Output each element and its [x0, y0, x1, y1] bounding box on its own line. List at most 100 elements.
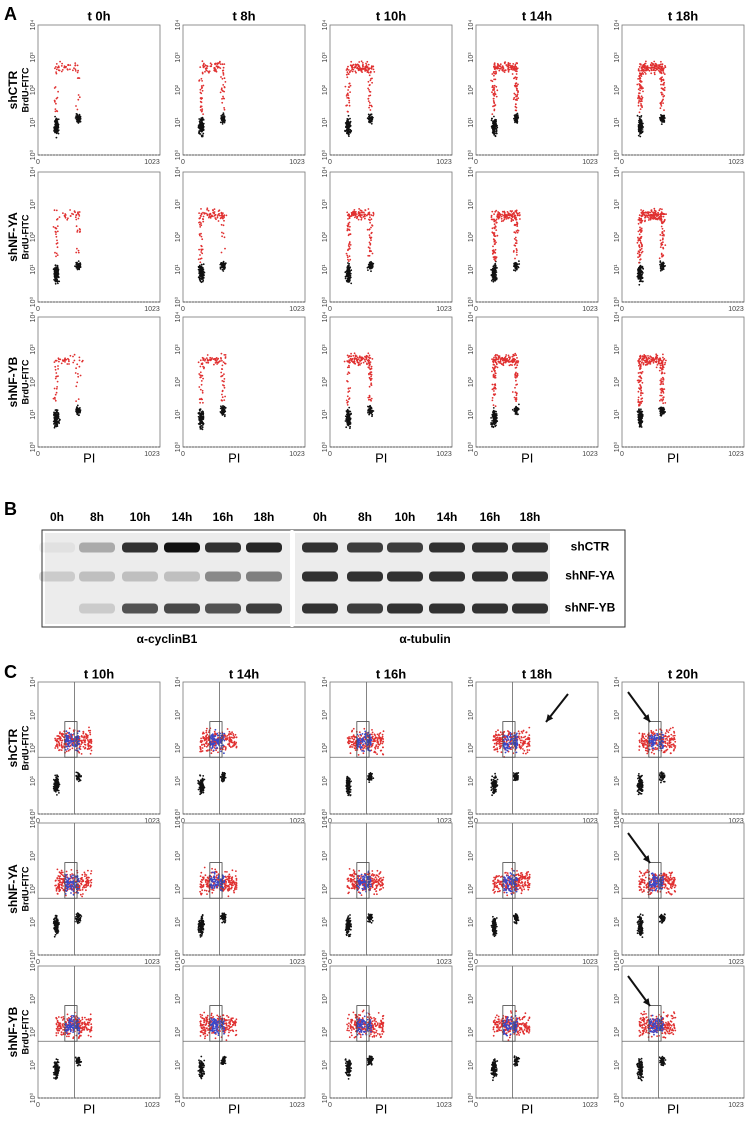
event-dot [220, 372, 222, 374]
event-dot [493, 116, 495, 118]
event-dot [663, 378, 665, 380]
column-header: t 14h [229, 666, 259, 681]
y-tick-label: 10¹ [30, 775, 37, 786]
event-dot [75, 117, 77, 119]
event-dot [369, 213, 371, 215]
event-dot [225, 407, 227, 409]
event-dot [371, 384, 373, 386]
event-dot [65, 359, 67, 361]
event-dot [508, 355, 510, 357]
event-dot [504, 61, 506, 63]
event-dot [203, 63, 205, 65]
event-dot [202, 65, 204, 67]
event-dot [514, 245, 516, 247]
event-dot [661, 123, 663, 125]
event-dot [202, 280, 204, 282]
event-dot [515, 64, 517, 66]
event-dot [493, 266, 495, 268]
event-dot [663, 89, 665, 91]
event-dot [515, 237, 517, 239]
event-dot [494, 419, 496, 421]
event-dot [495, 242, 497, 244]
event-dot [347, 225, 349, 227]
event-dot [80, 121, 82, 123]
event-dot [345, 86, 347, 88]
event-dot [61, 363, 63, 365]
event-dot [360, 219, 362, 221]
event-dot [53, 226, 55, 228]
event-dot [78, 250, 80, 252]
event-dot [365, 63, 367, 65]
event-dot [640, 99, 642, 101]
event-dot [200, 258, 202, 260]
event-dot [640, 108, 642, 110]
event-dot [640, 231, 642, 233]
event-dot [56, 419, 58, 421]
event-dot [202, 412, 204, 414]
event-dot [72, 356, 74, 358]
event-dot [223, 116, 225, 118]
event-dot [362, 66, 364, 68]
y-tick-label: 10¹ [468, 264, 475, 275]
event-dot [201, 238, 203, 240]
event-dot [639, 214, 641, 216]
event-dot [210, 217, 212, 219]
event-dot [347, 381, 349, 383]
event-dot [53, 268, 55, 270]
event-dot [56, 424, 58, 426]
event-dot [218, 220, 220, 222]
x-tick-label: 0 [181, 159, 185, 166]
event-dot [75, 70, 77, 72]
event-dot [638, 379, 640, 381]
event-dot [516, 408, 518, 410]
event-dot [76, 778, 78, 780]
event-dot [641, 244, 643, 246]
event-dot [658, 408, 660, 410]
event-dot [492, 423, 494, 425]
event-dot [357, 357, 359, 359]
event-dot [663, 410, 665, 412]
event-dot [367, 71, 369, 73]
event-dot [490, 417, 492, 419]
event-dot [663, 263, 665, 265]
event-dot [514, 68, 516, 70]
event-dot [367, 412, 369, 414]
event-dot [55, 378, 57, 380]
event-dot [639, 97, 641, 99]
event-dot [494, 93, 496, 95]
event-dot [63, 359, 65, 361]
event-dot [636, 84, 638, 86]
event-dot [365, 66, 367, 68]
event-dot [361, 217, 363, 219]
event-dot [640, 356, 642, 358]
event-dot [214, 217, 216, 219]
event-dot [203, 368, 205, 370]
y-tick-label: 10³ [322, 344, 329, 355]
event-dot [642, 65, 644, 67]
event-dot [493, 101, 495, 103]
event-dot [54, 209, 56, 211]
event-dot [645, 364, 647, 366]
event-dot [351, 65, 353, 67]
event-dot [54, 127, 56, 129]
event-dot [659, 261, 661, 263]
y-tick-label: 10¹ [322, 409, 329, 420]
event-dot [221, 119, 223, 121]
event-dot [369, 396, 371, 398]
event-dot [491, 120, 493, 122]
event-dot [638, 92, 640, 94]
event-dot [513, 265, 515, 267]
event-dot [198, 249, 200, 251]
event-dot [370, 71, 372, 73]
event-dot [662, 360, 664, 362]
event-dot [207, 362, 209, 364]
event-dot [56, 269, 58, 271]
event-dot [494, 355, 496, 357]
event-dot [200, 359, 202, 361]
event-dot [494, 105, 496, 107]
event-dot [77, 211, 79, 213]
event-dot [79, 266, 81, 268]
event-dot [363, 212, 365, 214]
event-dot [77, 77, 79, 79]
column-header: t 8h [232, 8, 255, 23]
